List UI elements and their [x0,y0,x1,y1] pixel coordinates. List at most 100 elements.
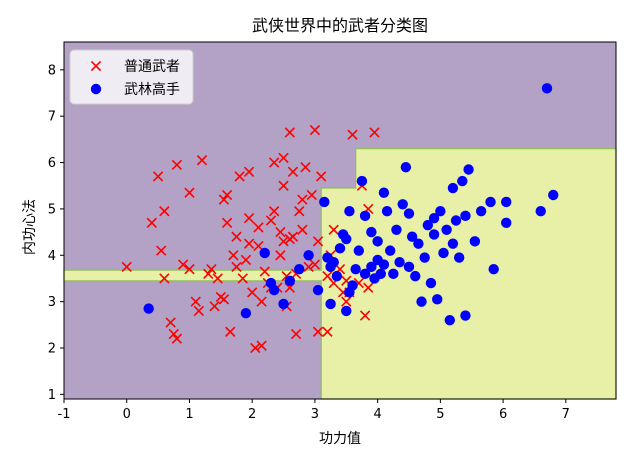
marker-stroke [341,296,352,307]
marker-stroke [146,217,157,228]
data-point [447,238,459,249]
chart-title: 武侠世界中的武者分类图 [252,16,428,35]
marker-stroke [250,342,261,354]
data-point [231,231,242,242]
data-point [152,171,164,182]
data-point [294,263,305,275]
data-point [212,273,223,284]
data-point [275,250,286,261]
data-point [384,245,396,256]
data-point [297,194,308,205]
data-point [253,222,264,233]
data-point [165,317,176,328]
data-point [247,287,258,298]
data-point [350,263,361,275]
x-tick-label: -1 [58,407,71,422]
data-point [275,226,286,238]
data-point [400,161,412,173]
marker-stroke [287,166,299,177]
data-point [366,261,377,273]
data-point [171,159,183,171]
x-tick-label: 2 [248,407,256,422]
data-point [146,217,157,228]
data-point [488,263,499,275]
marker-stroke [275,226,286,238]
data-point [356,175,368,187]
marker-stroke [359,310,371,321]
data-point [391,224,402,235]
data-point [394,257,405,268]
data-point [159,206,170,217]
legend-marker-stroke [90,60,102,72]
marker-stroke [184,187,195,198]
marker-stroke [159,273,170,284]
data-point [184,187,195,198]
data-point [278,152,289,164]
x-axis: -1 0 1 2 3 4 5 6 7 [58,399,570,422]
x-tick-label: 0 [123,407,131,422]
data-point [284,127,295,138]
data-point [243,238,255,249]
marker-stroke [268,206,280,217]
marker-stroke [159,206,170,217]
data-point [460,310,471,321]
data-point [306,189,317,201]
marker-stroke [121,261,132,273]
data-point [287,231,299,242]
data-point [469,236,481,247]
marker-stroke [265,215,277,226]
data-point [143,303,154,314]
data-point [312,284,324,296]
marker-stroke [278,152,289,164]
data-point [341,305,352,317]
data-point [419,252,430,263]
marker-stroke [240,254,252,266]
marker-stroke [165,317,176,328]
data-point [171,333,183,344]
marker-stroke [309,124,321,136]
data-point [463,164,474,175]
data-point [347,129,358,140]
data-point [278,236,289,247]
y-tick-label: 1 [48,388,56,403]
data-point [322,326,333,337]
marker-stroke [193,305,205,317]
data-point [303,250,314,261]
marker-stroke [290,328,302,340]
marker-stroke [225,326,236,337]
legend-label: 普通武者 [124,59,180,75]
data-point [334,243,346,254]
marker-stroke [284,127,295,138]
marker-stroke [231,261,242,273]
marker-stroke [209,301,220,312]
data-point [485,196,496,208]
data-point [422,219,434,231]
data-point [475,206,487,217]
data-point [309,124,321,136]
data-point [159,273,170,284]
data-point [428,229,440,240]
marker-stroke [156,245,167,256]
marker-stroke [234,171,245,182]
legend-marker-o [90,83,102,95]
y-tick-label: 4 [48,249,56,264]
data-point [268,284,280,296]
data-point [319,196,330,208]
data-point [203,268,214,279]
data-point [359,310,371,321]
marker-stroke [306,189,317,201]
marker-stroke [243,213,255,224]
data-point [259,247,270,259]
plot-area [63,41,617,400]
data-point [278,298,289,310]
data-point [444,314,455,326]
data-point [312,326,324,337]
data-point [240,254,252,266]
data-point [344,206,355,217]
x-tick-label: 7 [562,407,570,422]
data-point [541,83,553,94]
marker-stroke [228,250,239,261]
data-point [378,187,390,198]
marker-stroke [218,194,230,205]
